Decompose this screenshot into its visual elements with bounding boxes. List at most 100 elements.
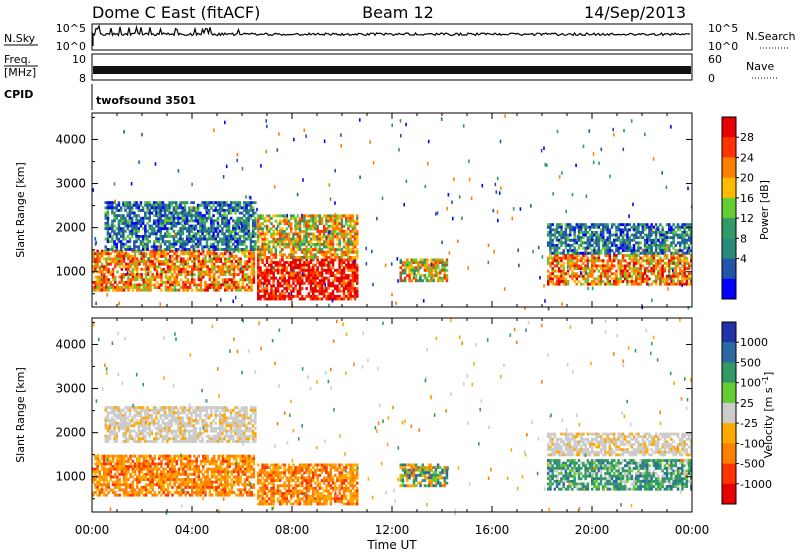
- power-cell: [230, 252, 234, 256]
- power-cell: [216, 235, 220, 238]
- power-cell: [108, 240, 112, 244]
- power-cell: [445, 268, 449, 272]
- power-cell: [414, 279, 418, 283]
- power-noise: [446, 206, 448, 211]
- power-cell: [188, 240, 191, 244]
- power-cell: [230, 286, 234, 289]
- power-cell: [573, 251, 576, 255]
- power-cell: [562, 231, 565, 234]
- power-cell: [230, 267, 234, 271]
- power-cell: [261, 214, 264, 218]
- power-cell: [149, 283, 152, 287]
- power-cell: [246, 265, 249, 269]
- power-cell: [122, 222, 125, 225]
- power-cell: [152, 229, 156, 233]
- power-cell: [593, 259, 596, 263]
- power-cell: [98, 270, 102, 274]
- power-cell: [298, 256, 302, 259]
- power-cell: [676, 277, 680, 281]
- power-cell: [283, 214, 286, 218]
- power-cell: [553, 269, 557, 273]
- power-cell: [234, 232, 237, 236]
- power-cell: [347, 276, 350, 280]
- power-cell: [135, 229, 138, 233]
- power-cell: [98, 267, 102, 271]
- power-noise: [340, 133, 342, 137]
- power-cell: [582, 254, 585, 257]
- power-cell: [169, 267, 172, 271]
- power-cell: [144, 280, 148, 284]
- power-cell: [213, 280, 216, 284]
- power-cell: [665, 246, 669, 250]
- velocity-cell: [127, 478, 130, 481]
- power-cell: [630, 277, 634, 281]
- power-cell: [582, 225, 585, 229]
- power-cell: [261, 243, 264, 246]
- power-cell: [338, 227, 341, 231]
- power-cell: [221, 229, 224, 233]
- power-cell: [250, 280, 253, 284]
- power-noise: [126, 271, 129, 275]
- power-cell: [672, 254, 675, 257]
- power-cell: [597, 236, 601, 240]
- power-cell: [560, 264, 563, 268]
- power-cell: [166, 288, 170, 292]
- power-cell: [683, 269, 686, 273]
- power-cell: [628, 280, 631, 283]
- power-noise: [672, 268, 674, 273]
- power-cell: [169, 280, 172, 284]
- power-cell: [685, 241, 689, 245]
- power-cell: [194, 235, 198, 238]
- power-cell: [230, 273, 234, 276]
- power-cell: [214, 201, 217, 205]
- power-cell: [575, 261, 579, 265]
- power-cell: [243, 260, 247, 263]
- power-cell: [270, 248, 273, 252]
- power-cell: [292, 235, 295, 239]
- power-cell: [144, 245, 147, 249]
- power-cell: [126, 235, 129, 238]
- power-cell: [151, 265, 154, 269]
- velocity-cell: [122, 488, 126, 492]
- power-cell: [646, 280, 649, 283]
- power-noise: [458, 195, 461, 199]
- power-cell: [141, 206, 145, 210]
- power-cell: [586, 282, 590, 286]
- velocity-cell: [92, 480, 95, 484]
- power-cell: [417, 268, 420, 272]
- power-cell: [129, 260, 132, 263]
- power-cell: [573, 233, 576, 237]
- power-cell: [338, 232, 341, 236]
- power-cell: [441, 263, 444, 267]
- velocity-cell: [125, 493, 128, 497]
- power-cell: [96, 249, 99, 253]
- velocity-cell: [164, 457, 168, 461]
- power-noise: [630, 119, 633, 123]
- power-cell: [577, 259, 581, 263]
- power-cell: [687, 249, 691, 253]
- power-cell: [257, 248, 260, 252]
- power-cell: [417, 279, 420, 283]
- power-cell: [591, 259, 594, 263]
- power-cell: [179, 240, 182, 244]
- power-cell: [320, 258, 324, 262]
- power-cell: [305, 268, 308, 272]
- power-cell: [120, 273, 124, 276]
- freq-label: Freq.: [4, 53, 31, 66]
- power-cell: [246, 288, 249, 292]
- power-cell: [599, 238, 603, 242]
- power-cell: [234, 206, 237, 210]
- power-cell: [172, 237, 176, 241]
- power-cell: [290, 224, 293, 228]
- power-cell: [602, 246, 605, 250]
- power-cell: [690, 272, 693, 276]
- power-cell: [182, 249, 185, 253]
- power-cell: [225, 203, 228, 207]
- power-cell: [412, 276, 416, 280]
- power-cell: [160, 288, 163, 292]
- power-cell: [668, 264, 671, 268]
- power-cell: [340, 224, 344, 228]
- power-cell: [329, 258, 333, 262]
- power-cell: [162, 280, 165, 284]
- power-cell: [136, 278, 139, 282]
